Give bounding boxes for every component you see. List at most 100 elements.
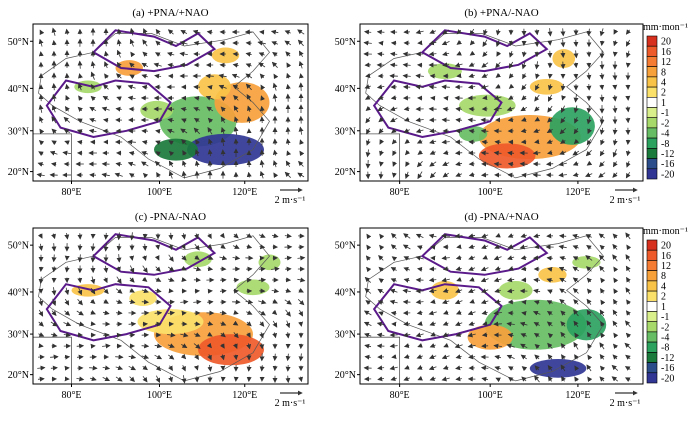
wind-vector	[533, 128, 541, 134]
wind-vector	[141, 62, 149, 68]
reference-vector-label: 2 m·s⁻¹	[275, 398, 306, 409]
wind-vector	[429, 354, 437, 360]
wind-vector	[155, 151, 161, 157]
wind-vector	[231, 73, 240, 79]
wind-vector	[284, 30, 291, 35]
wind-vector	[547, 375, 553, 382]
wind-vector	[89, 365, 98, 371]
wind-vector	[586, 309, 592, 316]
wind-vector	[297, 172, 305, 178]
wind-vector	[506, 106, 515, 112]
wind-vector	[455, 255, 462, 261]
wind-vector	[391, 128, 397, 134]
wind-vector	[495, 39, 501, 47]
wind-vector	[364, 343, 372, 349]
wind-vector	[246, 94, 252, 102]
wind-vector	[257, 40, 266, 46]
wind-vector	[599, 161, 605, 168]
wind-vector	[208, 138, 213, 145]
wind-vector	[404, 149, 411, 156]
wind-vector	[37, 365, 46, 371]
wind-vector	[245, 73, 253, 79]
wind-vector	[599, 94, 605, 103]
wind-vector	[284, 233, 292, 239]
wind-vector	[482, 39, 488, 47]
wind-vector	[76, 310, 84, 316]
wind-vector	[155, 128, 161, 134]
wind-vector	[64, 233, 70, 240]
lat-tick-label: 20°N	[335, 370, 356, 381]
wind-vector	[482, 254, 488, 260]
wind-vector	[104, 61, 109, 69]
wind-vector	[560, 39, 566, 48]
wind-vector	[587, 354, 593, 361]
colorbar-label: 16	[661, 251, 671, 262]
wind-vector	[481, 233, 489, 239]
wind-vector	[364, 276, 371, 283]
wind-vector	[415, 73, 424, 79]
wind-vector	[441, 40, 450, 46]
wind-vector	[613, 332, 619, 339]
wind-vector	[103, 288, 109, 295]
wind-vector	[481, 139, 488, 145]
wind-vector	[521, 95, 527, 101]
lat-tick-label: 30°N	[8, 126, 29, 137]
wind-vector	[599, 28, 605, 37]
wind-vector	[494, 139, 501, 145]
wind-vector	[403, 376, 411, 381]
wind-vector	[207, 321, 214, 326]
wind-vector	[416, 365, 423, 370]
wind-vector	[455, 354, 462, 360]
wind-vector	[572, 150, 580, 156]
wind-vector	[403, 233, 411, 239]
panel-title: (b) +PNA/-NAO	[464, 7, 538, 19]
wind-vector	[51, 266, 57, 273]
wind-vector	[442, 288, 449, 293]
lon-tick-label: 80°E	[61, 390, 81, 401]
wind-vector	[299, 139, 305, 145]
wind-vector	[379, 244, 385, 251]
wind-vector	[455, 266, 462, 272]
wind-vector	[520, 233, 527, 238]
map-panel: (d) -PNA/+NAO 50°N 40°N 30°N 20°N 80°E 100°E 12…	[335, 211, 644, 409]
wind-vector	[547, 105, 553, 113]
wind-vector	[389, 62, 398, 68]
wind-vector	[535, 73, 540, 80]
wind-vector	[495, 232, 501, 238]
colorbar-swatch	[646, 158, 658, 170]
wind-vector	[102, 343, 111, 349]
wind-vector	[76, 321, 85, 327]
wind-vector	[612, 243, 618, 250]
wind-vector	[429, 321, 436, 326]
wind-vector	[285, 309, 291, 317]
wind-vector	[625, 254, 631, 262]
wind-vector	[181, 365, 186, 372]
wind-vector	[64, 28, 70, 35]
wind-vector	[560, 364, 566, 372]
wind-vector	[258, 277, 267, 283]
wind-vector	[298, 160, 304, 167]
wind-vector	[598, 233, 605, 239]
wind-vector	[455, 365, 463, 371]
wind-vector	[192, 29, 201, 35]
wind-vector	[455, 288, 463, 294]
colorbar-label: -2	[661, 322, 669, 333]
wind-vector	[468, 233, 476, 239]
wind-vector	[246, 171, 252, 178]
wind-vector	[547, 364, 553, 371]
wind-vector	[508, 366, 514, 371]
wind-vector	[181, 233, 187, 240]
wind-vector	[612, 51, 618, 57]
wind-vector	[271, 266, 280, 272]
wind-vector	[103, 277, 108, 284]
wind-vector	[600, 139, 605, 146]
plateau-contour	[372, 79, 503, 139]
wind-vector	[129, 27, 135, 36]
precip-anomaly-area	[140, 100, 174, 120]
wind-vector	[428, 51, 437, 57]
wind-vector	[90, 83, 96, 90]
wind-vector	[286, 72, 291, 79]
wind-vector	[376, 29, 385, 35]
wind-vector	[586, 364, 592, 372]
